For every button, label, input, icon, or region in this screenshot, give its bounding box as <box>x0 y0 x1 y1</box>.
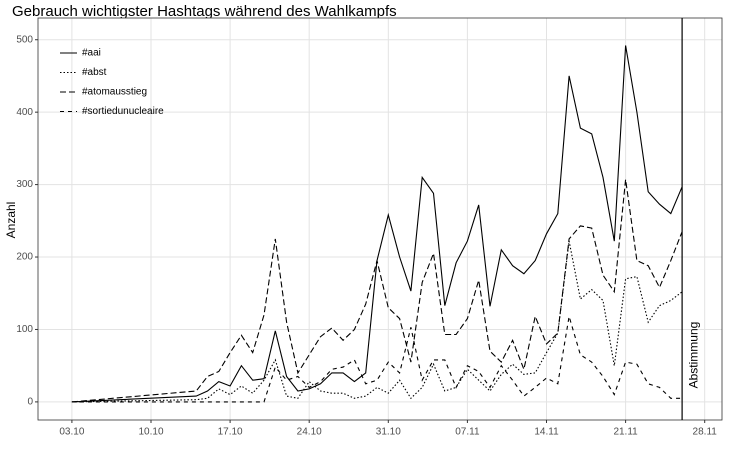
y-tick-label: 500 <box>16 34 33 45</box>
legend-label: #sortiedunucleaire <box>82 106 164 117</box>
legend-label: #aai <box>82 48 101 59</box>
x-tick-label: 31.10 <box>376 427 401 438</box>
plot-panel <box>38 18 722 420</box>
y-tick-label: 0 <box>27 397 33 408</box>
x-tick-label: 17.10 <box>218 427 243 438</box>
x-tick-label: 24.10 <box>297 427 322 438</box>
y-tick-label: 100 <box>16 324 33 335</box>
y-axis-title: Anzahl <box>4 202 18 239</box>
y-tick-label: 300 <box>16 179 33 190</box>
x-tick-label: 21.11 <box>613 427 638 438</box>
line-series <box>71 179 683 403</box>
x-tick-label: 14.11 <box>534 427 559 438</box>
y-tick-label: 400 <box>16 107 33 118</box>
line-series <box>71 45 683 403</box>
x-tick-label: 03.10 <box>59 427 84 438</box>
legend-label: #atomausstieg <box>82 87 147 98</box>
y-tick-label: 200 <box>16 252 33 263</box>
x-tick-label: 10.10 <box>138 427 163 438</box>
annotation-label: Abstimmung <box>686 322 700 389</box>
x-tick-label: 28.11 <box>693 427 718 438</box>
x-tick-label: 07.11 <box>455 427 480 438</box>
panel-border <box>37 17 723 421</box>
line-series <box>71 240 683 403</box>
chart-title: Gebrauch wichtigster Hashtags während de… <box>12 3 397 20</box>
legend-label: #abst <box>82 67 107 78</box>
